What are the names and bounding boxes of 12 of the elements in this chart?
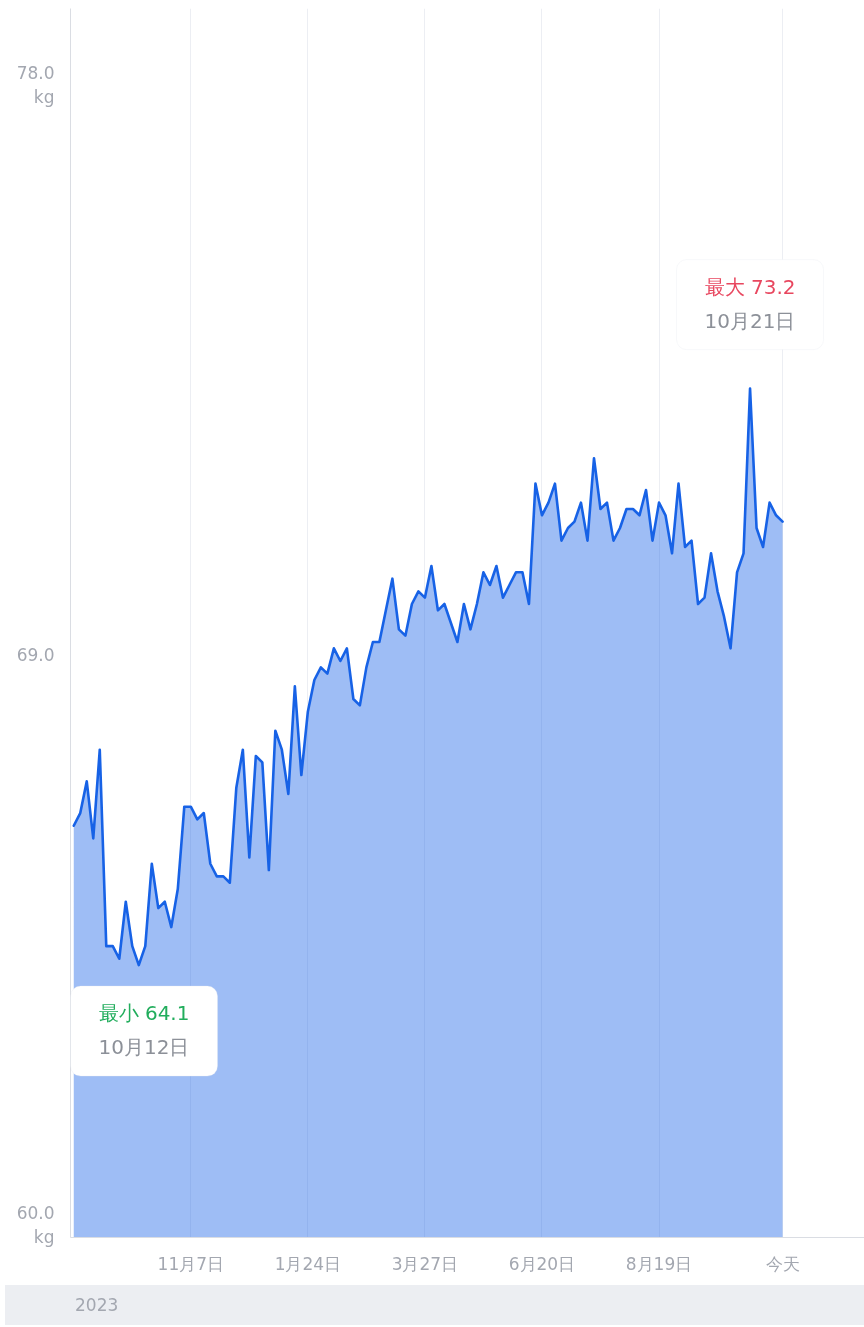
x-tick-label: 3月27日 (391, 1253, 459, 1274)
y-tick-label: 78.0 kg (16, 62, 55, 107)
annotation: 最小 64.1 10月12日 (98, 1001, 190, 1060)
x-tick-label: 1月24日 (274, 1253, 342, 1274)
text: 2023 (75, 1295, 119, 1315)
x-tick-label: 今天 (765, 1253, 800, 1274)
annotation: 最大 73.2 10月21日 (704, 274, 796, 333)
y-tick-label: 69.0 (16, 644, 55, 665)
x-tick-label: 6月20日 (508, 1253, 576, 1274)
x-tick-label: 11月7日 (157, 1253, 225, 1274)
y-tick-label: 60.0 kg (16, 1202, 55, 1247)
x-tick-label: 8月19日 (625, 1253, 693, 1274)
